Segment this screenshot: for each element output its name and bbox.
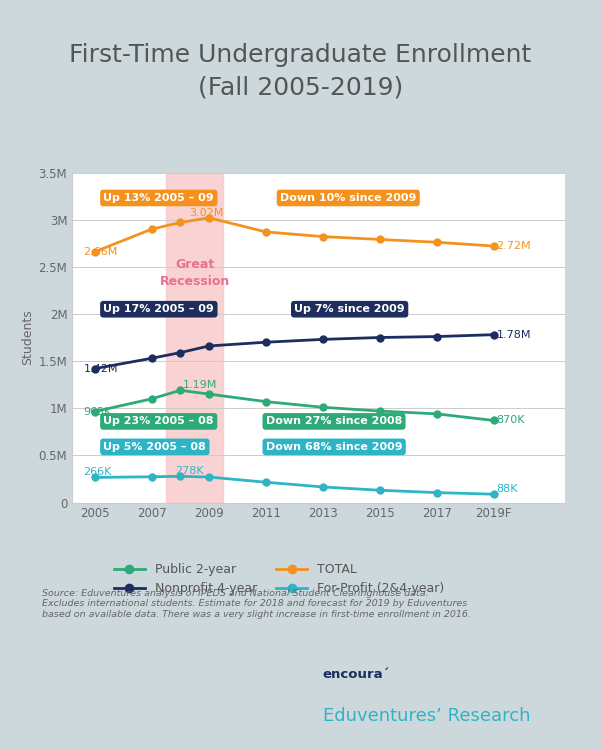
Text: Up 13% 2005 – 09: Up 13% 2005 – 09: [103, 193, 214, 203]
Text: 3.02M: 3.02M: [189, 208, 224, 218]
Text: First-Time Undergraduate Enrollment
(Fall 2005-2019): First-Time Undergraduate Enrollment (Fal…: [69, 44, 532, 99]
Text: Down 27% since 2008: Down 27% since 2008: [266, 416, 402, 427]
Text: 1.19M: 1.19M: [183, 380, 218, 390]
Text: Down 68% since 2009: Down 68% since 2009: [266, 442, 403, 452]
Legend: Public 2-year, Nonprofit 4-year, TOTAL, For-Profit (2&4-year): Public 2-year, Nonprofit 4-year, TOTAL, …: [114, 563, 445, 596]
Y-axis label: Students: Students: [22, 310, 34, 365]
Text: Source: Eduventures analysis of IPEDS and National Student Clearinghouse data.
E: Source: Eduventures analysis of IPEDS an…: [42, 589, 471, 619]
Text: 1.78M: 1.78M: [496, 330, 531, 340]
Text: Great
Recession: Great Recession: [159, 259, 230, 289]
Text: Up 23% 2005 – 08: Up 23% 2005 – 08: [103, 416, 214, 427]
Text: Up 17% 2005 – 09: Up 17% 2005 – 09: [103, 304, 214, 314]
Text: Up 7% since 2009: Up 7% since 2009: [294, 304, 405, 314]
Text: encoura´: encoura´: [323, 668, 390, 681]
Text: Eduventures’ Research: Eduventures’ Research: [323, 706, 530, 724]
Text: 278K: 278K: [175, 466, 203, 476]
Text: Up 5% 2005 – 08: Up 5% 2005 – 08: [103, 442, 206, 452]
Text: 266K: 266K: [84, 467, 112, 478]
Text: 2.66M: 2.66M: [84, 247, 118, 256]
Text: 965K: 965K: [84, 406, 112, 416]
Text: 88K: 88K: [496, 484, 518, 494]
Text: 1.42M: 1.42M: [84, 364, 118, 374]
Bar: [166, 172, 223, 503]
Text: Down 10% since 2009: Down 10% since 2009: [280, 193, 416, 203]
Text: 870K: 870K: [496, 416, 525, 425]
Text: 2.72M: 2.72M: [496, 241, 531, 251]
